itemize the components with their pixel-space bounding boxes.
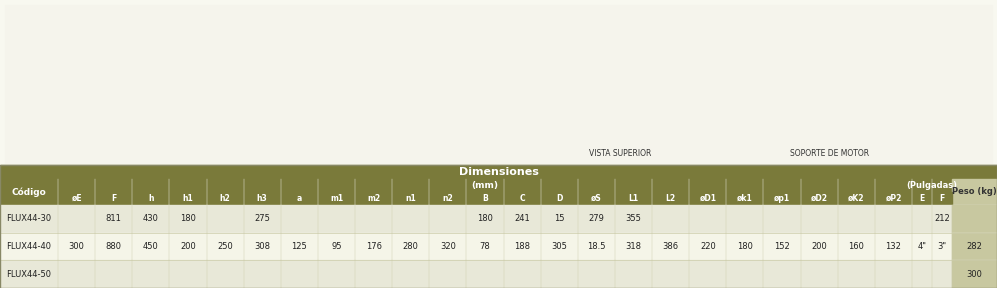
Text: (Pulgadas): (Pulgadas) bbox=[906, 181, 957, 190]
Text: 3": 3" bbox=[937, 242, 946, 251]
Text: h2: h2 bbox=[219, 194, 230, 203]
Text: øD1: øD1 bbox=[699, 194, 716, 203]
Text: 811: 811 bbox=[106, 214, 122, 223]
Text: 220: 220 bbox=[700, 242, 716, 251]
Text: 280: 280 bbox=[403, 242, 419, 251]
Text: Peso (kg): Peso (kg) bbox=[952, 187, 997, 196]
Text: L2: L2 bbox=[666, 194, 676, 203]
Text: FLUX44-30: FLUX44-30 bbox=[6, 214, 52, 223]
Bar bbox=[5, 5, 992, 163]
Text: 300: 300 bbox=[69, 242, 85, 251]
Bar bbox=[0, 165, 997, 179]
Text: 15: 15 bbox=[554, 214, 564, 223]
Text: (mm): (mm) bbox=[472, 181, 498, 190]
Text: 180: 180 bbox=[180, 214, 195, 223]
Text: SOPORTE DE MOTOR: SOPORTE DE MOTOR bbox=[791, 149, 869, 158]
Bar bbox=[0, 205, 997, 233]
Text: 241: 241 bbox=[514, 214, 530, 223]
Text: 250: 250 bbox=[217, 242, 233, 251]
Text: 180: 180 bbox=[737, 242, 753, 251]
Bar bbox=[952, 205, 997, 233]
Text: 880: 880 bbox=[106, 242, 122, 251]
Text: 176: 176 bbox=[366, 242, 382, 251]
Text: 355: 355 bbox=[625, 214, 641, 223]
Text: m2: m2 bbox=[367, 194, 380, 203]
Text: a: a bbox=[297, 194, 302, 203]
Text: 200: 200 bbox=[812, 242, 828, 251]
Text: VISTA SUPERIOR: VISTA SUPERIOR bbox=[589, 149, 651, 158]
Text: Dimensiones: Dimensiones bbox=[459, 167, 538, 177]
Text: øK2: øK2 bbox=[848, 194, 864, 203]
Text: 125: 125 bbox=[291, 242, 307, 251]
Text: øD2: øD2 bbox=[811, 194, 828, 203]
Text: E: E bbox=[919, 194, 924, 203]
Text: h3: h3 bbox=[257, 194, 267, 203]
Text: 152: 152 bbox=[774, 242, 790, 251]
Text: 212: 212 bbox=[934, 214, 950, 223]
Text: 320: 320 bbox=[440, 242, 456, 251]
Bar bbox=[952, 179, 997, 205]
Text: Código: Código bbox=[12, 187, 47, 197]
Text: øE: øE bbox=[71, 194, 82, 203]
Text: 180: 180 bbox=[477, 214, 493, 223]
Text: FLUX44-40: FLUX44-40 bbox=[7, 242, 52, 251]
Text: øk1: øk1 bbox=[737, 194, 753, 203]
Text: 18.5: 18.5 bbox=[587, 242, 605, 251]
Text: 450: 450 bbox=[143, 242, 159, 251]
Text: 305: 305 bbox=[551, 242, 567, 251]
Bar bbox=[0, 179, 58, 205]
Text: øp1: øp1 bbox=[774, 194, 790, 203]
Text: L1: L1 bbox=[628, 194, 639, 203]
Text: 4": 4" bbox=[917, 242, 926, 251]
Bar bbox=[0, 165, 997, 288]
Text: n1: n1 bbox=[406, 194, 416, 203]
Text: 78: 78 bbox=[480, 242, 491, 251]
Bar bbox=[0, 192, 952, 205]
Text: 386: 386 bbox=[663, 242, 679, 251]
Text: 160: 160 bbox=[848, 242, 864, 251]
Text: øP2: øP2 bbox=[885, 194, 901, 203]
Bar bbox=[0, 260, 997, 288]
Text: h: h bbox=[149, 194, 154, 203]
Text: F: F bbox=[939, 194, 944, 203]
Text: 95: 95 bbox=[331, 242, 342, 251]
Bar bbox=[0, 233, 997, 260]
Text: 430: 430 bbox=[143, 214, 159, 223]
Text: C: C bbox=[519, 194, 525, 203]
Text: F: F bbox=[111, 194, 117, 203]
Text: 275: 275 bbox=[254, 214, 270, 223]
Text: 300: 300 bbox=[966, 270, 982, 279]
Bar bbox=[952, 233, 997, 260]
Text: B: B bbox=[483, 194, 488, 203]
Text: 279: 279 bbox=[588, 214, 604, 223]
Text: 318: 318 bbox=[625, 242, 641, 251]
Text: øS: øS bbox=[591, 194, 602, 203]
Text: 308: 308 bbox=[254, 242, 270, 251]
Bar bbox=[952, 260, 997, 288]
Text: n2: n2 bbox=[443, 194, 454, 203]
Text: 200: 200 bbox=[180, 242, 195, 251]
Text: 132: 132 bbox=[885, 242, 901, 251]
Bar bbox=[0, 0, 997, 165]
Text: 282: 282 bbox=[966, 242, 982, 251]
Text: 188: 188 bbox=[514, 242, 530, 251]
Text: m1: m1 bbox=[330, 194, 343, 203]
Text: FLUX44-50: FLUX44-50 bbox=[7, 270, 52, 279]
Bar bbox=[0, 179, 997, 192]
Text: h1: h1 bbox=[182, 194, 193, 203]
Text: D: D bbox=[556, 194, 562, 203]
